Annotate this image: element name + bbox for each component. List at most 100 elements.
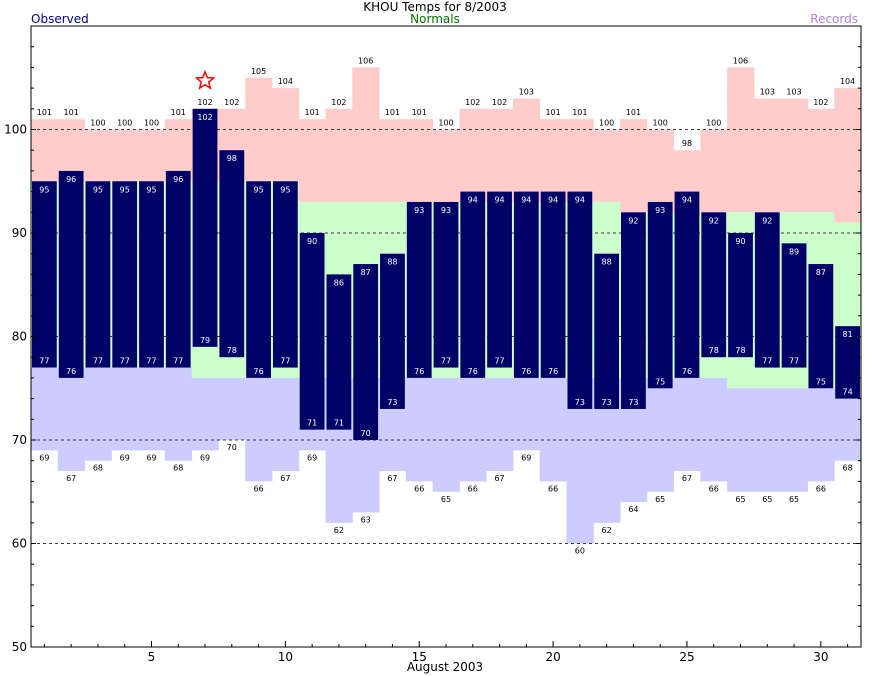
observed-high-label: 87 [816,268,826,277]
record-high-label: 100 [599,119,614,128]
observed-bar [674,191,700,378]
observed-low-label: 77 [93,357,103,366]
observed-high-label: 94 [494,196,504,205]
record-low-band [84,367,112,461]
observed-low-label: 76 [521,367,531,376]
observed-low-label: 73 [387,398,397,407]
observed-bar [380,253,405,409]
record-low-label: 65 [441,495,451,504]
observed-bar [647,201,673,389]
observed-bar [460,191,486,378]
record-high-band [31,119,59,182]
observed-bar [540,191,566,378]
observed-low-label: 77 [146,357,156,366]
observed-bar [835,326,860,399]
chart-title: KHOU Temps for 8/2003 [363,0,507,14]
x-axis-label: August 2003 [406,660,484,674]
x-tick-label: 15 [412,650,427,664]
observed-low-label: 77 [441,357,451,366]
record-low-band [539,377,567,482]
record-low-band [405,377,434,482]
observed-high-label: 92 [709,216,719,225]
observed-low-label: 78 [227,346,237,355]
observed-bar [781,243,807,368]
record-high-band [593,129,621,202]
y-tick-label: 90 [12,226,27,240]
record-low-label: 66 [548,484,558,493]
record-high-band [298,119,327,202]
observed-high-label: 93 [655,206,665,215]
observed-low-label: 74 [843,388,853,397]
y-tick-label: 70 [12,433,27,447]
record-high-label: 103 [786,87,801,96]
observed-high-label: 92 [762,216,772,225]
observed-high-label: 94 [575,196,585,205]
record-high-label: 101 [385,108,400,117]
record-low-band [57,367,86,472]
record-high-label: 100 [117,119,132,128]
record-low-label: 69 [39,453,49,462]
observed-high-label: 90 [735,237,745,246]
observed-high-label: 96 [66,175,76,184]
record-low-band [432,377,460,492]
observed-bar [406,201,432,378]
record-low-label: 62 [334,526,344,535]
observed-low-label: 76 [253,367,263,376]
record-low-label: 60 [575,547,585,556]
record-high-label: 100 [90,119,105,128]
record-low-label: 67 [66,474,76,483]
observed-bar [808,264,834,389]
record-high-label: 102 [331,98,346,107]
x-tick-label: 20 [545,650,560,664]
record-high-label: 100 [653,119,668,128]
observed-high-label: 98 [227,154,237,163]
observed-high-label: 95 [120,185,130,194]
record-high-band [566,119,594,202]
record-high-band [432,129,460,202]
record-low-label: 67 [387,474,397,483]
x-tick-label: 10 [278,650,293,664]
observed-bar [219,150,245,358]
observed-low-label: 71 [334,419,344,428]
record-low-label: 68 [93,464,103,473]
record-low-label: 69 [521,453,531,462]
observed-high-label: 90 [307,237,317,246]
observed-high-label: 95 [280,185,290,194]
record-high-band [138,129,166,182]
record-high-label: 100 [438,119,453,128]
observed-bar [353,264,379,440]
record-high-label: 105 [251,67,266,76]
observed-bar [112,181,138,368]
observed-high-label: 94 [521,196,531,205]
record-high-band [271,88,300,182]
record-low-band [191,377,219,451]
observed-bar [433,201,459,368]
record-high-label: 102 [465,98,480,107]
record-low-band [807,388,835,482]
observed-low-label: 70 [361,429,371,438]
legend-normals: Normals [410,12,460,26]
record-high-label: 101 [626,108,641,117]
y-tick-label: 80 [12,330,27,344]
observed-high-label: 87 [361,268,371,277]
observed-low-label: 79 [200,336,210,345]
record-high-band [512,98,541,202]
observed-low-label: 78 [735,346,745,355]
record-low-band [486,377,514,472]
record-high-label: 101 [64,108,79,117]
record-low-label: 65 [655,495,665,504]
observed-low-label: 77 [280,357,290,366]
legend-records: Records [810,12,858,26]
record-high-label: 98 [682,139,692,148]
observed-low-label: 73 [628,398,638,407]
observed-low-label: 73 [575,398,585,407]
observed-high-label: 96 [173,175,183,184]
record-low-label: 67 [280,474,290,483]
record-low-band [111,367,139,451]
observed-low-label: 71 [307,419,317,428]
observed-high-label: 88 [387,258,397,267]
record-high-band [459,108,487,202]
record-low-label: 66 [414,484,424,493]
record-low-label: 66 [253,484,263,493]
record-low-label: 67 [494,474,504,483]
